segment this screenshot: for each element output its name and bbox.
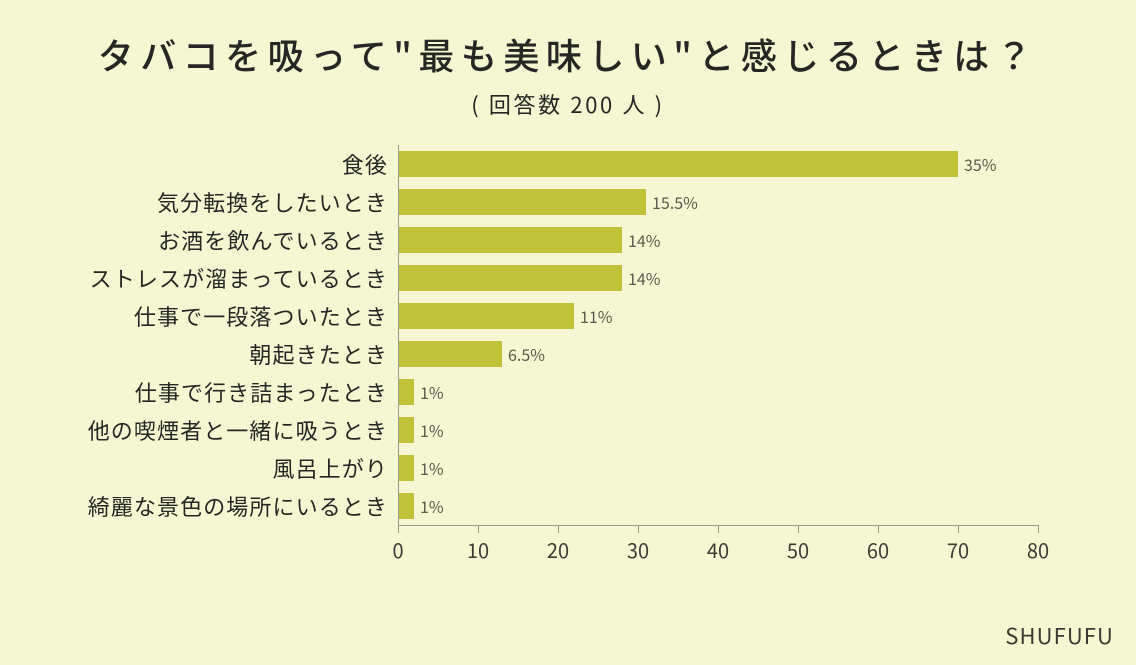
value-label: 1% (420, 494, 444, 518)
bar-track: 11% (398, 297, 1038, 335)
x-tick (478, 525, 479, 533)
value-label: 6.5% (508, 342, 545, 366)
value-label: 1% (420, 418, 444, 442)
bar-row: ストレスが溜まっているとき 14% (0, 259, 1136, 297)
category-label: 仕事で一段落ついたとき (0, 300, 398, 332)
category-label: 綺麗な景色の場所にいるとき (0, 490, 398, 522)
bar-row: 仕事で一段落ついたとき 11% (0, 297, 1136, 335)
value-label: 11% (580, 304, 613, 328)
x-tick (798, 525, 799, 533)
bar (398, 455, 414, 481)
x-tick (398, 525, 399, 533)
bar-track: 1% (398, 411, 1038, 449)
x-tick-label: 0 (392, 535, 403, 564)
bar (398, 493, 414, 519)
value-label: 35% (964, 152, 997, 176)
bar-row: 気分転換をしたいとき 15.5% (0, 183, 1136, 221)
credit-label: SHUFUFU (1005, 619, 1114, 651)
bar (398, 151, 958, 177)
value-label: 1% (420, 456, 444, 480)
bar-track: 14% (398, 259, 1038, 297)
bar-track: 1% (398, 449, 1038, 487)
category-label: ストレスが溜まっているとき (0, 262, 398, 294)
x-tick-label: 30 (627, 535, 649, 564)
x-tick-label: 60 (867, 535, 889, 564)
bar-track: 35% (398, 145, 1038, 183)
bar-row: 綺麗な景色の場所にいるとき 1% (0, 487, 1136, 525)
category-label: お酒を飲んでいるとき (0, 224, 398, 256)
bar-track: 1% (398, 487, 1038, 525)
bar-row: お酒を飲んでいるとき 14% (0, 221, 1136, 259)
value-label: 14% (628, 266, 661, 290)
chart-subtitle: ( 回答数 200 人 ) (0, 88, 1136, 120)
x-tick-label: 80 (1027, 535, 1049, 564)
x-tick (558, 525, 559, 533)
category-label: 風呂上がり (0, 452, 398, 484)
bar-track: 14% (398, 221, 1038, 259)
category-label: 食後 (0, 148, 398, 180)
category-label: 仕事で行き詰まったとき (0, 376, 398, 408)
x-tick-label: 40 (707, 535, 729, 564)
bar-track: 15.5% (398, 183, 1038, 221)
category-label: 他の喫煙者と一緒に吸うとき (0, 414, 398, 446)
category-label: 気分転換をしたいとき (0, 186, 398, 218)
bar-row: 仕事で行き詰まったとき 1% (0, 373, 1136, 411)
x-tick (878, 525, 879, 533)
bar (398, 189, 646, 215)
x-tick-label: 10 (467, 535, 489, 564)
x-tick-label: 70 (947, 535, 969, 564)
bar-row: 食後 35% (0, 145, 1136, 183)
bar-chart: 食後35%気分転換をしたいとき15.5%お酒を飲んでいるとき14%ストレスが溜ま… (0, 145, 1136, 525)
bar (398, 227, 622, 253)
x-tick-label: 20 (547, 535, 569, 564)
value-label: 14% (628, 228, 661, 252)
bar (398, 341, 502, 367)
x-tick (1038, 525, 1039, 533)
x-tick-label: 50 (787, 535, 809, 564)
bar-track: 1% (398, 373, 1038, 411)
value-label: 15.5% (652, 190, 698, 214)
category-label: 朝起きたとき (0, 338, 398, 370)
x-tick (638, 525, 639, 533)
bar (398, 379, 414, 405)
x-tick (958, 525, 959, 533)
x-tick (718, 525, 719, 533)
bar-row: 他の喫煙者と一緒に吸うとき 1% (0, 411, 1136, 449)
bar (398, 265, 622, 291)
chart-title: タバコを吸って"最も美味しい"と感じるときは？ (0, 28, 1136, 80)
value-label: 1% (420, 380, 444, 404)
bar (398, 303, 574, 329)
bar (398, 417, 414, 443)
y-axis-line (398, 145, 399, 525)
bar-row: 朝起きたとき 6.5% (0, 335, 1136, 373)
bar-row: 風呂上がり 1% (0, 449, 1136, 487)
bar-track: 6.5% (398, 335, 1038, 373)
